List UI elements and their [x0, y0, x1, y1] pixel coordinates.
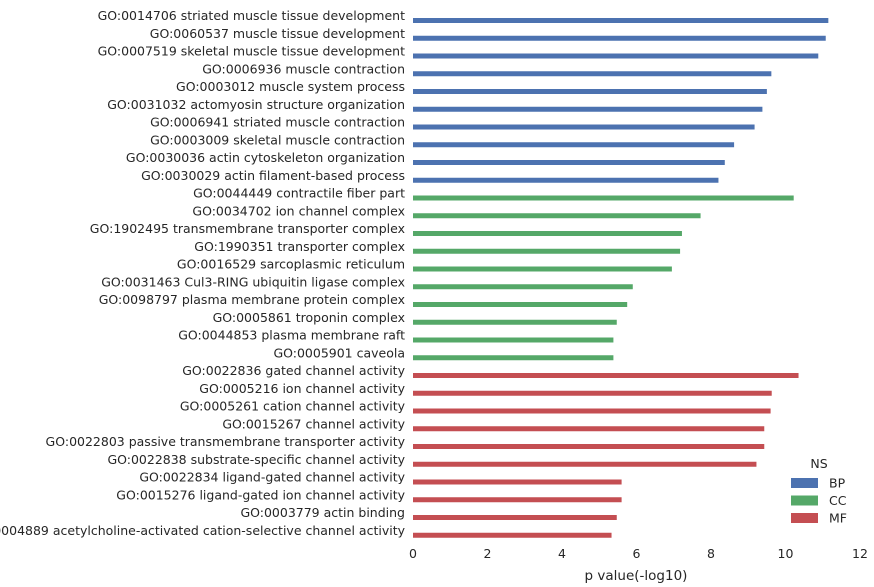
bar-bp: [413, 177, 719, 183]
legend: NS BP CC MF: [791, 456, 847, 526]
x-axis: 0 2 4 6 8 10 12: [409, 546, 868, 561]
category-label: GO:0003779 actin binding: [240, 505, 405, 520]
bar-cc: [413, 213, 701, 219]
category-label: GO:0005261 cation channel activity: [180, 399, 406, 414]
category-label: GO:0005216 ion channel activity: [199, 381, 405, 396]
legend-swatch-bp: [791, 478, 818, 488]
category-label: GO:0014706 striated muscle tissue develo…: [98, 8, 406, 23]
bars-layer: [413, 18, 829, 538]
bar-mf: [413, 479, 622, 485]
category-label: GO:0098797 plasma membrane protein compl…: [99, 292, 405, 307]
category-labels: GO:0014706 striated muscle tissue develo…: [0, 8, 406, 538]
bar-mf: [413, 373, 799, 378]
category-label: GO:0022836 gated channel activity: [182, 363, 405, 378]
category-label: GO:0006936 muscle contraction: [202, 61, 405, 76]
category-label: GO:0007519 skeletal muscle tissue develo…: [98, 44, 405, 59]
bar-mf: [413, 515, 617, 520]
bar-bp: [413, 124, 755, 130]
bar-bp: [413, 53, 819, 59]
bar-bp: [413, 106, 763, 112]
x-tick-label: 12: [852, 546, 868, 561]
x-tick-label: 6: [633, 546, 641, 561]
category-label: GO:0015276 ligand-gated ion channel acti…: [116, 487, 405, 502]
category-label: GO:0005901 caveola: [273, 345, 405, 360]
category-label: GO:0004889 acetylcholine-activated catio…: [0, 523, 406, 538]
bar-bp: [413, 18, 829, 23]
x-tick-label: 10: [778, 546, 794, 561]
category-label: GO:0016529 sarcoplasmic reticulum: [177, 257, 405, 272]
bar-mf: [413, 390, 772, 396]
category-label: GO:0030036 actin cytoskeleton organizati…: [126, 150, 405, 165]
bar-cc: [413, 302, 628, 307]
bar-cc: [413, 319, 617, 325]
bar-cc: [413, 284, 633, 290]
category-label: GO:1990351 transporter complex: [194, 239, 405, 254]
category-label: GO:0060537 muscle tissue development: [150, 26, 405, 41]
bar-cc: [413, 248, 681, 254]
bar-mf: [413, 532, 612, 538]
category-label: GO:0006941 striated muscle contraction: [150, 115, 405, 130]
bar-bp: [413, 142, 735, 148]
x-tick-label: 4: [558, 546, 566, 561]
bar-bp: [413, 35, 826, 41]
legend-label-mf: MF: [829, 511, 847, 526]
category-label: GO:0044449 contractile fiber part: [193, 186, 405, 201]
bar-bp: [413, 89, 767, 94]
category-label: GO:0034702 ion channel complex: [192, 203, 405, 218]
category-label: GO:0022834 ligand-gated channel activity: [139, 470, 405, 485]
bar-cc: [413, 337, 614, 343]
x-tick-label: 8: [707, 546, 715, 561]
category-label: GO:0031463 Cul3-RING ubiquitin ligase co…: [101, 274, 405, 289]
bar-mf: [413, 461, 757, 467]
category-label: GO:0031032 actomyosin structure organiza…: [107, 97, 405, 112]
legend-label-bp: BP: [829, 476, 846, 491]
bar-cc: [413, 195, 794, 201]
category-label: GO:0030029 actin filament-based process: [141, 168, 405, 183]
x-tick-label: 2: [484, 546, 492, 561]
legend-title: NS: [810, 456, 827, 471]
x-axis-title: p value(-log10): [585, 568, 688, 584]
bar-cc: [413, 231, 682, 236]
category-label: GO:0003009 skeletal muscle contraction: [150, 132, 405, 147]
bar-mf: [413, 426, 765, 432]
bar-cc: [413, 266, 672, 272]
bar-cc: [413, 355, 614, 361]
category-label: GO:0005861 troponin complex: [213, 310, 405, 325]
category-label: GO:1902495 transmembrane transporter com…: [90, 221, 405, 236]
bar-mf: [413, 444, 765, 449]
category-label: GO:0022838 substrate-specific channel ac…: [107, 452, 405, 467]
category-label: GO:0022803 passive transmembrane transpo…: [46, 434, 406, 449]
bar-bp: [413, 71, 772, 77]
bar-bp: [413, 160, 725, 165]
legend-swatch-cc: [791, 495, 818, 506]
legend-swatch-mf: [791, 513, 818, 523]
x-tick-label: 0: [409, 546, 417, 561]
bar-mf: [413, 497, 622, 503]
legend-label-cc: CC: [829, 493, 847, 508]
bar-mf: [413, 408, 771, 414]
category-label: GO:0015267 channel activity: [222, 416, 405, 431]
category-label: GO:0003012 muscle system process: [176, 79, 405, 94]
category-label: GO:0044853 plasma membrane raft: [178, 328, 405, 343]
